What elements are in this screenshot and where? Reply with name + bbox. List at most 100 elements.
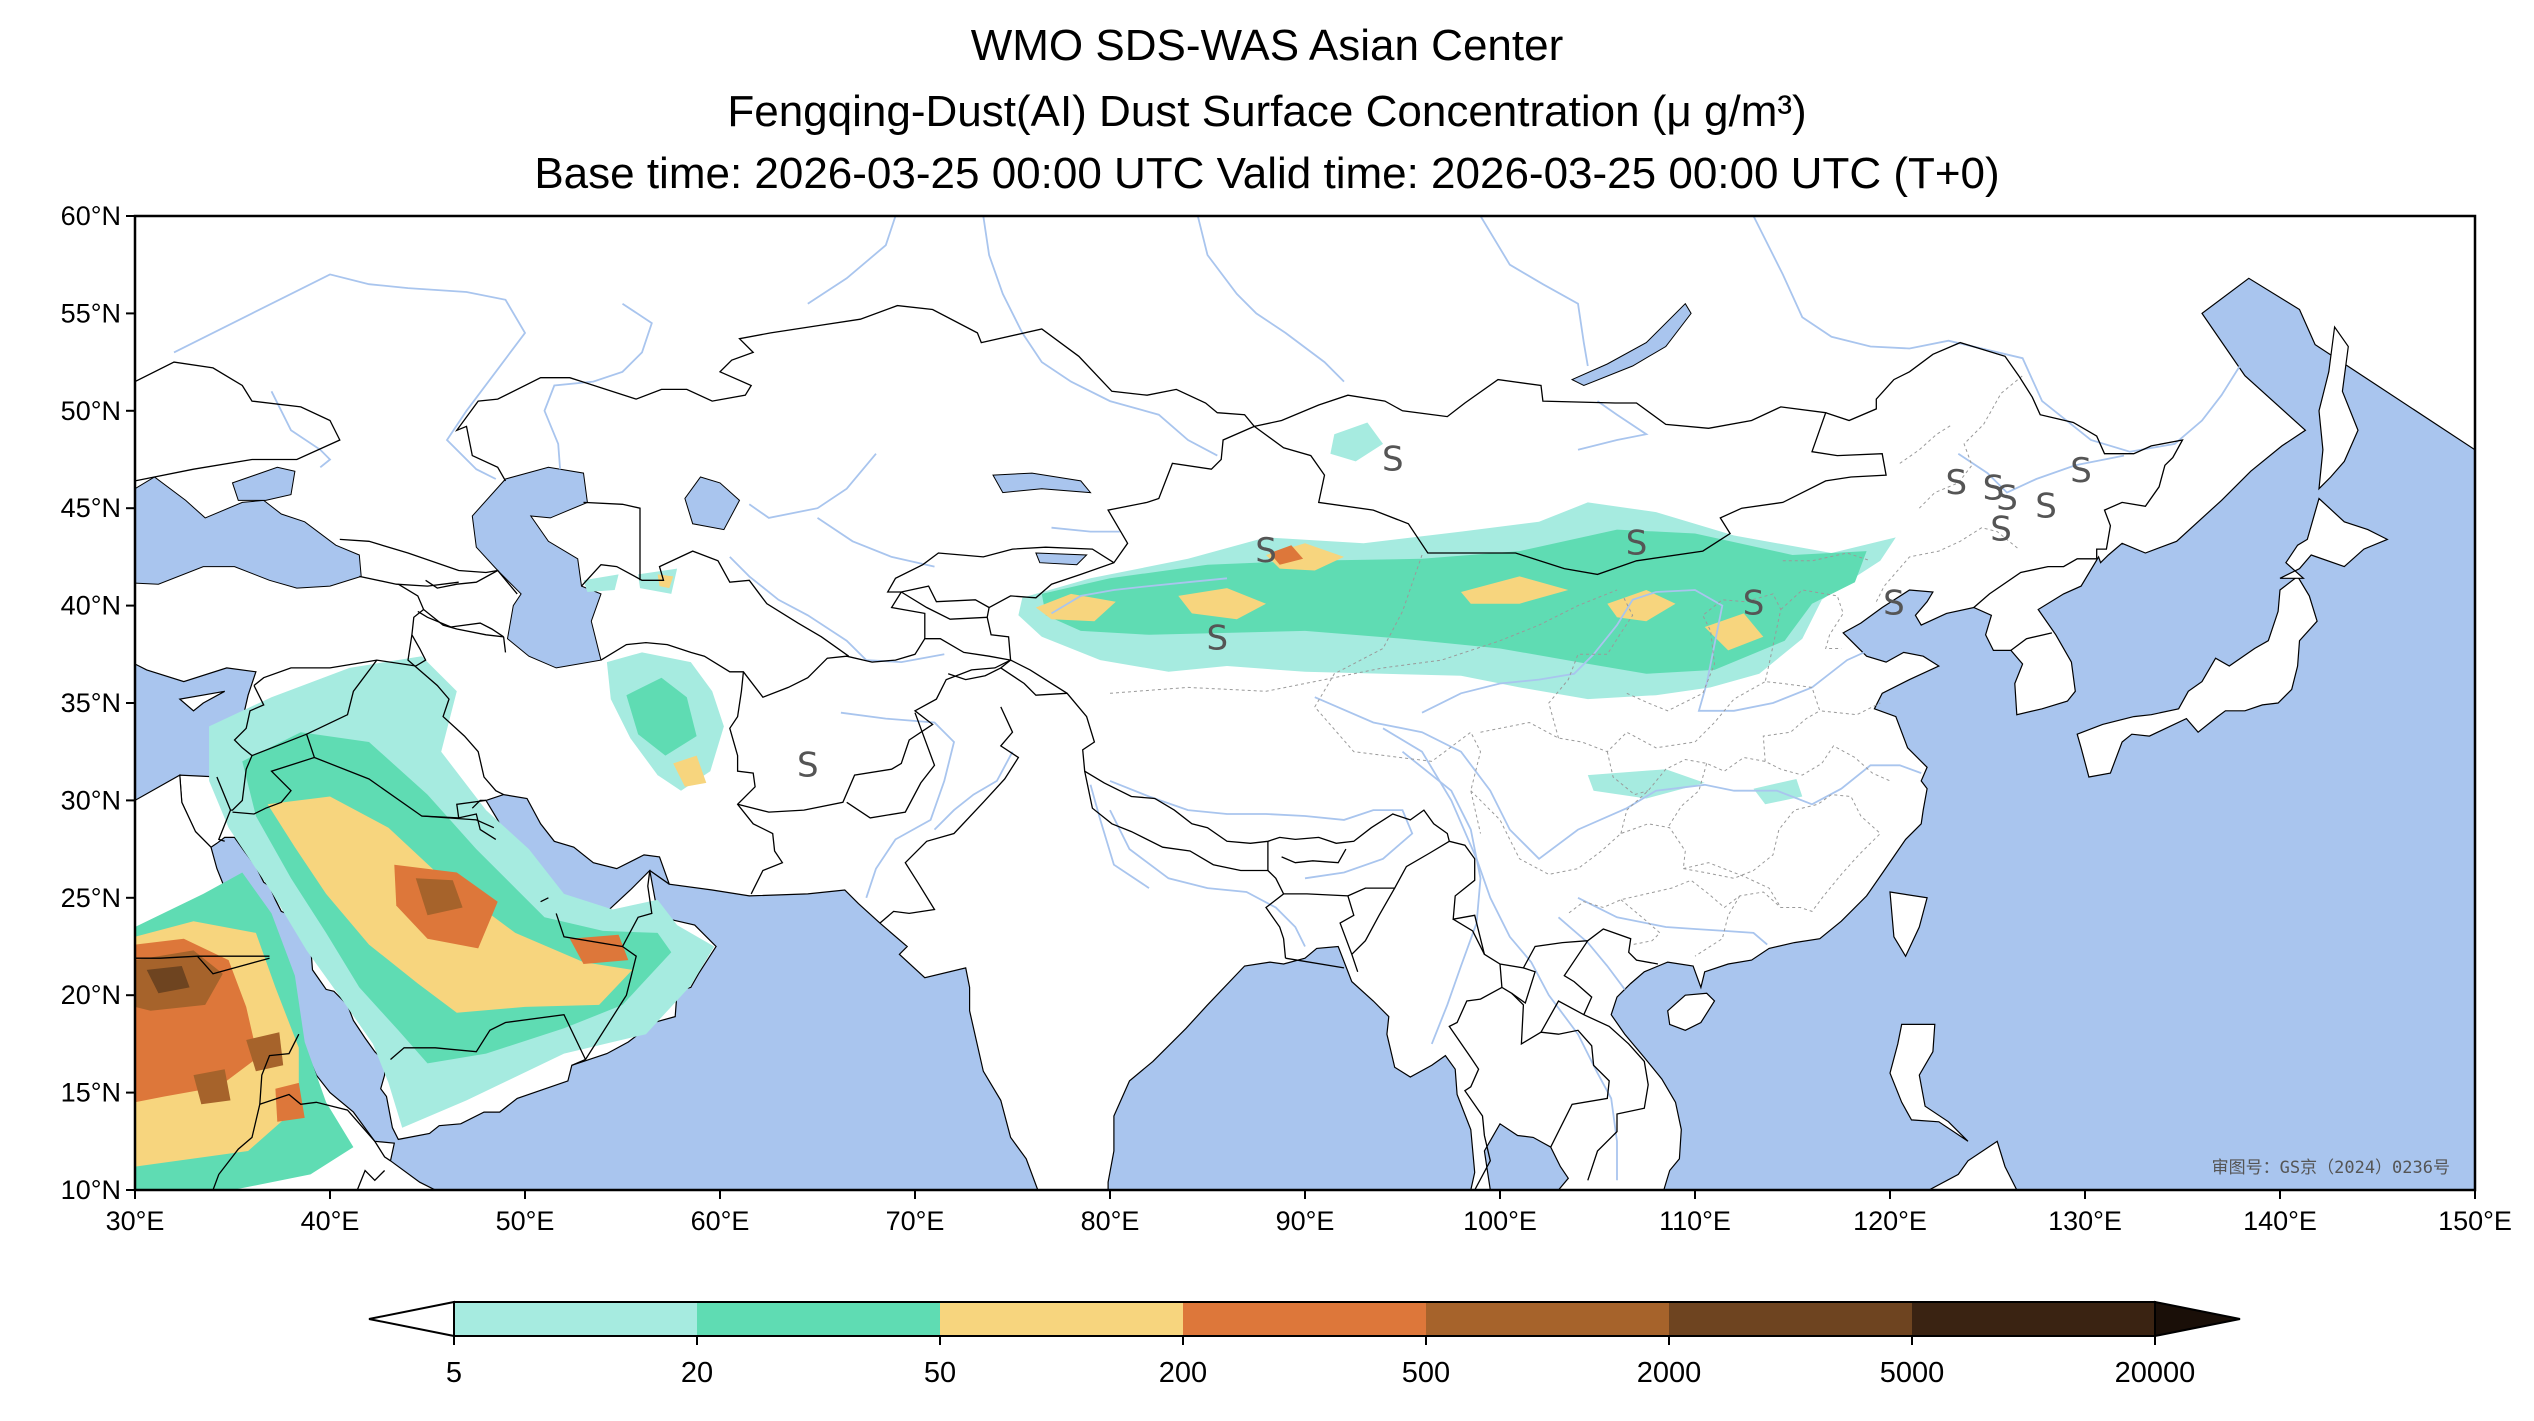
lat-tick-label: 45°N (61, 493, 121, 523)
colorbar-segment (1912, 1302, 2156, 1336)
country-border (456, 799, 487, 818)
dust-contour (626, 677, 697, 756)
country-border (1084, 771, 1268, 872)
station-marker: S (1382, 440, 1404, 480)
country-border (540, 897, 549, 903)
river-line (1196, 216, 1345, 383)
country-border (729, 671, 784, 895)
colorbar-segment (940, 1302, 1184, 1336)
country-border (900, 591, 988, 620)
country-border (1000, 667, 1068, 696)
province-boundary (1314, 554, 1482, 834)
country-border (339, 538, 498, 574)
country-border (890, 591, 926, 639)
station-marker: S (797, 745, 819, 785)
colorbar-tick-label: 20000 (2115, 1357, 2196, 1389)
country-border (471, 799, 486, 809)
longitude-axis: 30°E 40°E 50°E 60°E 70°E 80°E 90°E 100°E 110°E 12… (106, 1190, 2512, 1236)
dust-contour (673, 755, 707, 787)
colorbar-tick-label: 5000 (1880, 1357, 1945, 1389)
colorbar-tick-label: 500 (1402, 1357, 1450, 1389)
land-shape (2279, 497, 2389, 579)
river-line (1051, 577, 1228, 615)
dust-contour (1178, 588, 1266, 620)
station-marker: S (1996, 479, 2018, 519)
lake-shape (231, 466, 296, 501)
country-border (216, 776, 232, 842)
province-boundary (1606, 751, 1649, 796)
title-line-2: Fengqing-Dust(AI) Dust Surface Concentra… (727, 87, 1807, 136)
country-border (407, 634, 504, 796)
river-layer (173, 216, 2292, 1181)
country-border (1351, 887, 1396, 955)
country-border (135, 361, 341, 482)
colorbar: 5 20 50 200 500 2000 5000 20000 (368, 1300, 2241, 1389)
colorbar-over-arrow (2154, 1300, 2241, 1338)
dust-contour (1330, 422, 1383, 462)
station-marker: S (1626, 523, 1648, 563)
lat-tick-label: 50°N (61, 396, 121, 426)
river-line (1479, 216, 1589, 367)
dust-contour (146, 966, 190, 994)
lon-tick-label: 110°E (1659, 1206, 1731, 1236)
province-boundary (1620, 745, 1891, 834)
province-boundary (1626, 593, 1881, 716)
province-boundary-layer (1109, 375, 2023, 957)
lat-tick-label: 40°N (61, 591, 121, 621)
country-border (1347, 840, 1450, 897)
station-marker: S (1255, 531, 1277, 571)
dust-contour (275, 1082, 305, 1122)
lat-tick-label: 35°N (61, 688, 121, 718)
country-border (649, 869, 670, 885)
lon-tick-label: 50°E (496, 1206, 555, 1236)
country-border (886, 546, 1115, 609)
country-border (374, 1140, 391, 1162)
river-line (817, 517, 935, 568)
country-border (454, 304, 1255, 482)
river-line (1421, 589, 1869, 714)
country-border (259, 1093, 376, 1142)
country-border (502, 636, 507, 653)
river-line (173, 273, 527, 480)
lake-shape (1570, 302, 1692, 387)
country-border (1010, 659, 1659, 969)
dust-contour (193, 1069, 231, 1105)
lon-tick-label: 60°E (691, 1206, 750, 1236)
land-shape (178, 690, 225, 712)
river-line (807, 216, 897, 305)
dust-contour (1587, 769, 1705, 799)
country-border (737, 659, 1011, 813)
country-border (2010, 632, 2053, 651)
river-line (1089, 784, 1150, 889)
river-line (729, 556, 945, 664)
province-boundary (1694, 895, 1741, 957)
river-line (1577, 400, 1649, 451)
country-border (196, 955, 270, 975)
lat-tick-label: 20°N (61, 980, 121, 1010)
colorbar-under-arrow (368, 1300, 455, 1338)
country-border (253, 608, 427, 687)
colorbar-segment (1183, 1302, 1427, 1336)
country-border-layer (135, 304, 2184, 1190)
lon-tick-label: 140°E (2243, 1206, 2317, 1236)
country-border (1563, 940, 1593, 1015)
lon-tick-label: 150°E (2438, 1206, 2512, 1236)
lat-tick-label: 10°N (61, 1175, 121, 1205)
station-marker: S (1743, 584, 1765, 624)
country-border (846, 712, 936, 819)
province-boundary (1667, 763, 1708, 828)
dust-contour (415, 878, 463, 916)
country-border (425, 569, 518, 595)
lake-shape (684, 476, 741, 531)
dust-contour (1041, 529, 1867, 674)
province-boundary (1782, 552, 1871, 562)
station-marker: S (1883, 584, 1905, 624)
colorbar-tick-label: 2000 (1637, 1357, 1702, 1389)
river-line (1109, 809, 1306, 947)
country-border (232, 733, 316, 815)
country-border (1973, 558, 2097, 608)
country-border (571, 945, 637, 1066)
colorbar-tick-label: 50 (924, 1357, 956, 1389)
